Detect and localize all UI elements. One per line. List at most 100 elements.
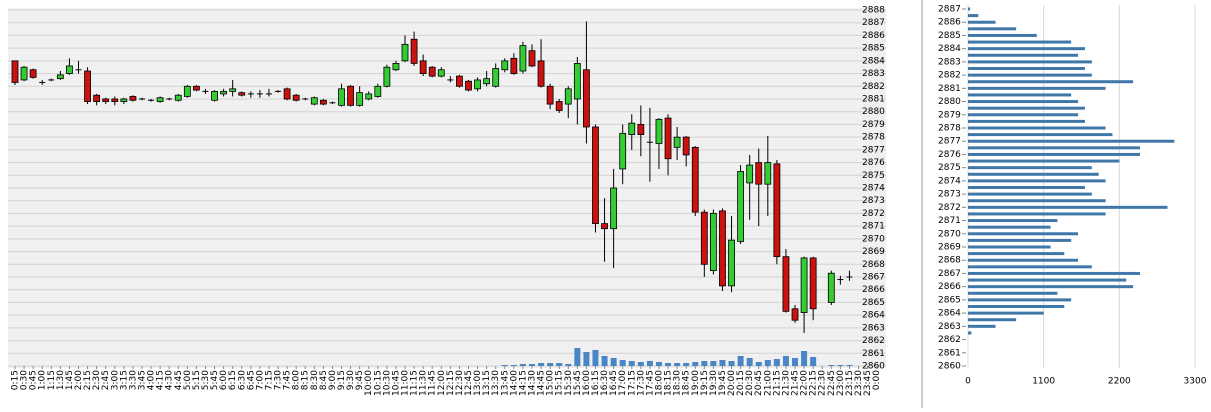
profile-bar	[968, 318, 1017, 322]
y-tick-label: 2865	[862, 298, 885, 308]
x-tick-label: 18:30	[673, 370, 683, 396]
y-tick-label: 2862	[938, 335, 961, 345]
profile-bar	[968, 126, 1106, 130]
candle-body	[700, 211, 708, 265]
x-tick-label: 7:45	[283, 370, 293, 390]
volume-bar	[547, 363, 554, 366]
x-tick-label: 4:45	[174, 370, 184, 390]
volume-bar	[773, 359, 780, 366]
candle-body	[746, 164, 754, 184]
x-tick-label: 2200	[1108, 377, 1131, 387]
volume-bar	[565, 364, 572, 366]
candle-body	[356, 92, 364, 106]
volume-bar	[592, 350, 599, 366]
volume-bar	[619, 360, 626, 366]
candle-body	[601, 223, 608, 230]
x-tick-label: 23:15	[845, 370, 855, 396]
profile-bar	[968, 40, 1072, 44]
y-tick-label: 2872	[862, 209, 885, 219]
candle-body	[773, 163, 781, 258]
x-tick-label: 17:30	[636, 370, 646, 396]
y-tick-label: 2870	[938, 229, 961, 239]
profile-bar	[968, 199, 1106, 203]
x-tick-label: 6:15	[228, 370, 238, 390]
profile-bar	[968, 139, 1175, 143]
candle-body	[220, 90, 228, 95]
volume-bar	[637, 362, 644, 366]
x-tick-label: 22:00	[800, 370, 810, 396]
x-tick-label: 12:00	[437, 370, 447, 396]
y-tick-label: 2877	[938, 137, 961, 147]
candle-body	[283, 88, 291, 100]
x-tick-label: 3:45	[137, 370, 147, 390]
x-tick-label: 13:15	[482, 370, 492, 396]
volume-bar	[782, 356, 789, 366]
profile-bar	[968, 285, 1134, 289]
volume-bar	[674, 363, 681, 366]
profile-bar	[968, 278, 1127, 282]
candle-body	[310, 97, 318, 105]
profile-bar	[968, 113, 1079, 117]
candle-body	[673, 136, 681, 148]
profile-bar	[968, 106, 1085, 110]
candle-body	[465, 80, 472, 91]
profile-bar	[968, 86, 1106, 90]
volume-bar	[828, 365, 835, 366]
candle-body	[737, 171, 744, 242]
x-tick-label: 16:30	[600, 370, 610, 396]
volume-bar	[583, 352, 590, 366]
profile-bar	[968, 225, 1051, 229]
volume-bar	[655, 362, 662, 366]
profile-bar	[968, 93, 1072, 97]
x-tick-label: 21:15	[772, 370, 782, 396]
candle-body	[292, 94, 300, 101]
candle-body	[546, 85, 554, 105]
candle-body	[800, 257, 808, 313]
y-tick-label: 2879	[938, 110, 961, 120]
candle-body	[129, 96, 137, 101]
x-tick-label: 21:00	[763, 370, 773, 396]
candle-body	[401, 43, 409, 62]
x-tick-label: 23:00	[836, 370, 846, 396]
profile-bar	[968, 33, 1037, 37]
profile-bar	[968, 219, 1058, 223]
x-tick-label: 3:30	[128, 370, 138, 390]
x-tick-label: 3300	[1184, 377, 1207, 387]
x-tick-label: 19:15	[700, 370, 710, 396]
x-tick-label: 23:45	[863, 370, 873, 396]
x-tick-label: 15:30	[564, 370, 574, 396]
candle-body	[728, 239, 735, 287]
x-tick-label: 20:15	[736, 370, 746, 396]
candle-body	[592, 126, 599, 224]
x-tick-label: 22:45	[827, 370, 837, 396]
y-tick-label: 2874	[938, 176, 961, 186]
x-tick-label: 22:30	[818, 370, 828, 396]
candle-body	[610, 187, 618, 230]
candle-body	[383, 66, 391, 87]
profile-bar	[968, 152, 1140, 156]
volume-bar	[810, 357, 817, 366]
x-tick-label: 17:00	[618, 370, 628, 396]
volume-bar	[692, 362, 699, 366]
profile-bar	[968, 238, 1072, 242]
candle-body	[192, 85, 200, 91]
volume-bar	[837, 365, 844, 366]
y-tick-label: 2871	[862, 222, 885, 232]
y-tick-label: 2863	[938, 322, 961, 332]
volume-bar	[746, 358, 753, 366]
x-tick-label: 12:30	[455, 370, 465, 396]
candle-body	[374, 85, 382, 97]
x-tick-label: 2:30	[92, 370, 102, 390]
x-tick-label: 1:45	[65, 370, 75, 390]
x-tick-label: 14:15	[518, 370, 528, 396]
x-tick-label: 7:15	[264, 370, 274, 390]
y-tick-label: 2882	[938, 71, 961, 81]
x-tick-label: 15:00	[546, 370, 556, 396]
y-tick-label: 2863	[862, 323, 885, 333]
y-tick-label: 2883	[862, 69, 885, 79]
profile-bar	[968, 331, 972, 335]
y-tick-label: 2869	[938, 243, 961, 253]
y-tick-label: 2886	[938, 18, 961, 28]
candle-body	[628, 122, 636, 135]
